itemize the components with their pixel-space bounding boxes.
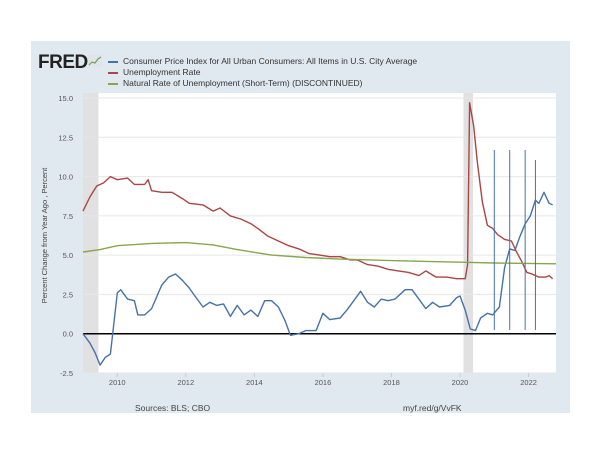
recession-bar <box>83 93 99 373</box>
plot-area <box>83 93 556 373</box>
y-axis-label: Percent Change from Year Ago , Percent <box>40 167 49 303</box>
legend-swatch <box>108 60 118 63</box>
y-tick-label: 15.0 <box>58 94 73 103</box>
x-tick-label: 2020 <box>452 378 469 387</box>
cpi-line <box>82 191 553 366</box>
y-tick-label: 12.5 <box>58 133 73 142</box>
legend-item-unrate: Unemployment Rate <box>108 67 200 77</box>
x-tick-label: 2016 <box>315 378 332 387</box>
y-tick-label: -2.5 <box>60 369 73 378</box>
x-tick-label: 2014 <box>246 378 263 387</box>
natural-rate-line <box>82 241 557 265</box>
legend-label: Natural Rate of Unemployment (Short-Term… <box>123 78 363 88</box>
x-tick-label: 2010 <box>109 378 126 387</box>
x-tick-label: 2018 <box>383 378 400 387</box>
short-link[interactable]: myf.red/g/VvFK <box>403 403 462 413</box>
y-tick-label: 5.0 <box>63 251 73 260</box>
legend-swatch <box>108 71 118 74</box>
y-tick-label: 10.0 <box>58 173 73 182</box>
legend-item-cpi: Consumer Price Index for All Urban Consu… <box>108 56 417 66</box>
y-tick-label: 7.5 <box>63 212 73 221</box>
chart-logo-icon <box>88 55 102 67</box>
x-tick-label: 2022 <box>520 378 537 387</box>
fred-logo[interactable]: FRED <box>38 52 88 73</box>
legend-swatch <box>108 82 118 85</box>
y-tick-label: 0.0 <box>63 330 73 339</box>
y-tick-label: 2.5 <box>63 290 73 299</box>
legend-label: Consumer Price Index for All Urban Consu… <box>123 56 418 66</box>
legend-label: Unemployment Rate <box>123 67 201 77</box>
legend-item-nrou: Natural Rate of Unemployment (Short-Term… <box>108 78 362 88</box>
x-tick-label: 2012 <box>177 378 194 387</box>
sources-note: Sources: BLS; CBO <box>135 403 211 413</box>
